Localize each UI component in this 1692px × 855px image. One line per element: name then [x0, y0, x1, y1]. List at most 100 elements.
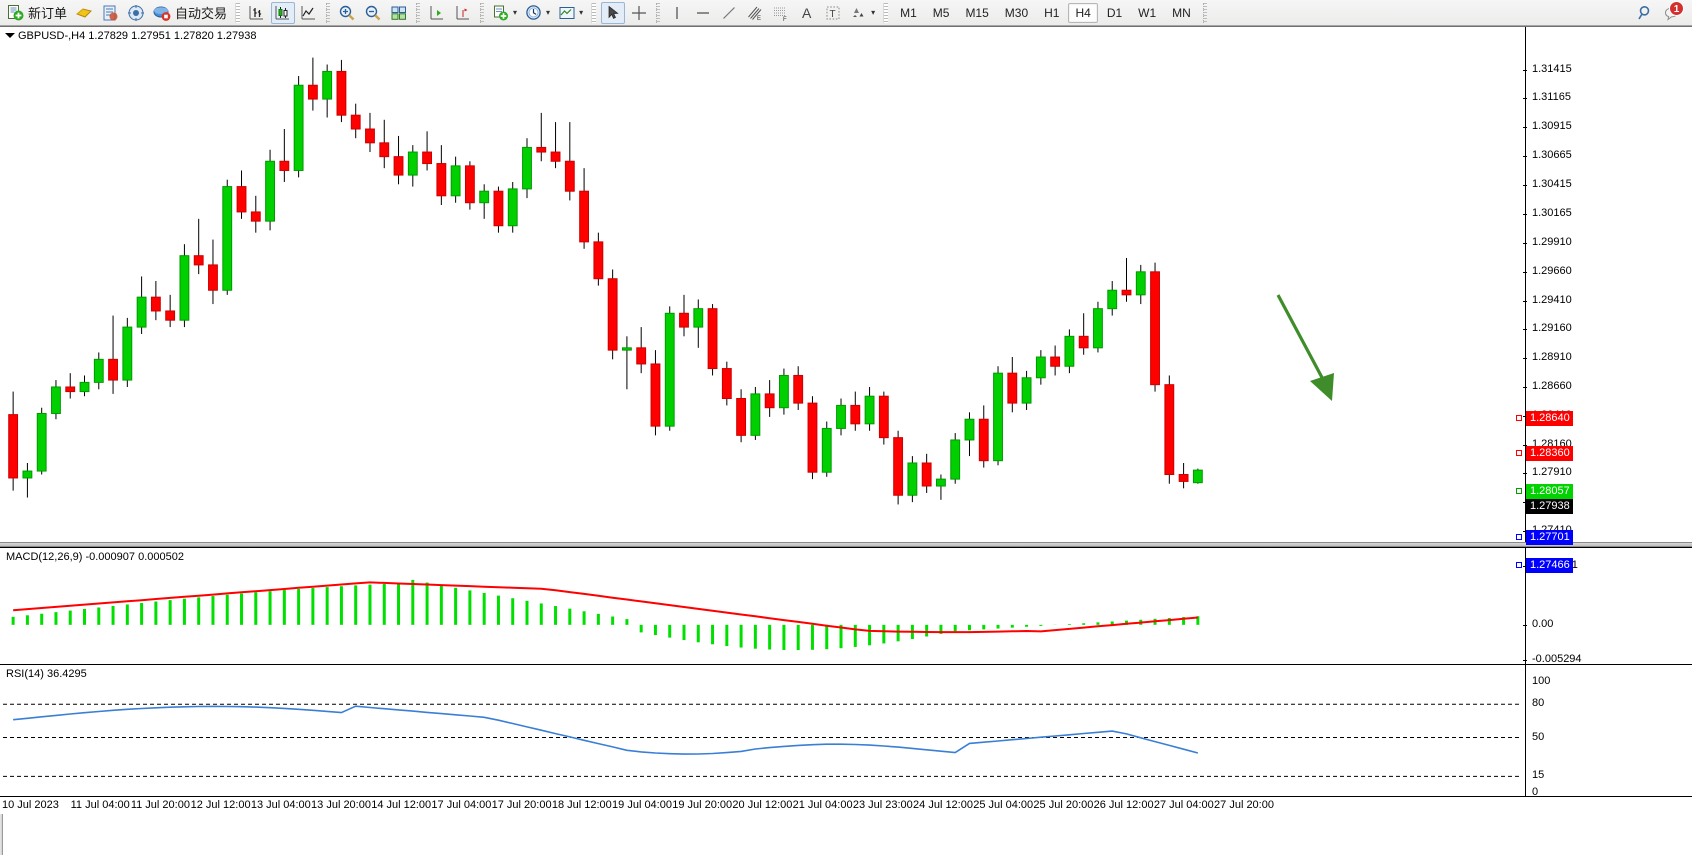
text-button[interactable]: A — [795, 2, 819, 24]
alerts-button[interactable]: 1 — [1660, 0, 1684, 24]
toolbar-grip-1[interactable] — [235, 2, 241, 23]
price-axis-tick — [1523, 473, 1527, 475]
price-axis-tick — [1523, 98, 1527, 100]
price-axis-tick — [1523, 184, 1527, 186]
trendline-icon — [720, 4, 738, 22]
data-window-icon — [101, 4, 119, 22]
macd-axis-tick — [1523, 660, 1527, 661]
macd-panel[interactable]: MACD(12,26,9) -0.000907 0.000502 0.00886… — [0, 547, 1692, 665]
bar-chart-button[interactable] — [245, 2, 269, 24]
price-line-anchor[interactable] — [1516, 415, 1522, 421]
fibonacci-button[interactable]: F — [769, 2, 793, 24]
new-order-button[interactable]: 新订单 — [3, 2, 70, 24]
candlestick-series — [8, 57, 1203, 505]
price-line-anchor[interactable] — [1516, 488, 1522, 494]
hline-icon — [694, 4, 712, 22]
price-axis-tick-label: 1.28910 — [1532, 351, 1572, 364]
chart-shift-button[interactable] — [425, 2, 449, 24]
periods-button[interactable]: ▾ — [522, 2, 553, 24]
timeframe-mn[interactable]: MN — [1172, 5, 1191, 20]
price-tag-1-28057: 1.28057 — [1526, 484, 1573, 499]
equidistant-channel-button[interactable]: E — [743, 2, 767, 24]
line-chart-button[interactable] — [297, 2, 321, 24]
chart-symbol-title: GBPUSD-,H4 1.27829 1.27951 1.27820 1.279… — [18, 30, 257, 42]
text-label-button[interactable]: T — [821, 2, 845, 24]
chart-workspace[interactable]: GBPUSD-,H4 1.27829 1.27951 1.27820 1.279… — [0, 26, 1692, 855]
timeframe-m1[interactable]: M1 — [900, 5, 917, 20]
macd-axis-tick — [1523, 566, 1527, 567]
time-axis[interactable]: 10 Jul 2023 11 Jul 04:00 11 Jul 20:00 12 Ju… — [0, 796, 1692, 814]
search-button[interactable] — [1634, 2, 1658, 24]
periods-icon — [525, 4, 543, 22]
vline-icon — [668, 4, 686, 22]
shapes-caret-icon[interactable]: ▾ — [871, 8, 876, 17]
periods-caret-icon[interactable]: ▾ — [546, 8, 551, 17]
price-axis-tick — [1523, 300, 1527, 302]
toolbar-grip-2[interactable] — [591, 2, 597, 23]
navigator-button[interactable] — [124, 2, 148, 24]
crosshair-button[interactable] — [627, 2, 651, 24]
price-panel[interactable]: GBPUSD-,H4 1.27829 1.27951 1.27820 1.279… — [0, 27, 1692, 545]
vline-button[interactable] — [665, 2, 689, 24]
hline-button[interactable] — [691, 2, 715, 24]
trendline-button[interactable] — [717, 2, 741, 24]
indicators-caret-icon[interactable]: ▾ — [513, 8, 518, 17]
bar-chart-icon — [248, 4, 266, 22]
timeframe-h4[interactable]: H4 — [1068, 2, 1098, 23]
price-axis[interactable]: 1.31415 1.31165 1.30915 1.30665 1.30415 1.301… — [1523, 27, 1692, 545]
timeframe-h1[interactable]: H1 — [1044, 5, 1060, 20]
shapes-button[interactable]: ▾ — [847, 2, 878, 24]
time-axis-label: 19 Jul 20:00 — [672, 799, 733, 811]
time-axis-label: 18 Jul 12:00 — [551, 799, 612, 811]
time-axis-label: 13 Jul 04:00 — [250, 799, 311, 811]
indicators-button[interactable]: ▾ — [489, 2, 520, 24]
timeframe-d1[interactable]: D1 — [1106, 5, 1123, 20]
time-axis-label: 24 Jul 12:00 — [913, 799, 973, 811]
data-window-button[interactable] — [98, 2, 122, 24]
search-icon — [1637, 4, 1655, 22]
price-axis-tick — [1523, 243, 1527, 245]
cursor-button[interactable] — [601, 1, 626, 24]
price-line-anchor[interactable] — [1516, 534, 1522, 540]
tile-windows-button[interactable] — [387, 2, 411, 24]
templates-button[interactable]: ▾ — [555, 2, 586, 24]
price-axis-tick — [1523, 69, 1527, 71]
timeframe-w1[interactable]: W1 — [1138, 5, 1157, 20]
price-axis-tick — [1523, 358, 1527, 360]
price-axis-tick — [1523, 386, 1527, 388]
candlestick-chart-button[interactable] — [271, 1, 296, 24]
price-tag-1-27466: 1.27466 — [1526, 558, 1573, 573]
zoom-in-button[interactable] — [335, 2, 359, 24]
price-axis-tick-label: 1.27410 — [1532, 524, 1572, 536]
zoom-out-button[interactable] — [361, 2, 385, 24]
auto-scroll-button[interactable] — [451, 2, 475, 24]
macd-axis-tick-label: 0.00 — [1532, 617, 1554, 630]
toolbar-grip-3[interactable] — [883, 2, 889, 23]
text-label-icon: T — [824, 4, 842, 22]
macd-axis-tick-label: -0.005294 — [1532, 653, 1582, 665]
toolbar-separator-5 — [1202, 2, 1207, 23]
auto-trading-button[interactable]: 自动交易 — [150, 2, 230, 24]
rsi-panel[interactable]: RSI(14) 36.4295 100 80 50 15 0 — [0, 664, 1692, 798]
time-axis-label: 23 Jul 23:00 — [852, 799, 913, 811]
timeframe-m5[interactable]: M5 — [932, 5, 950, 20]
crosshair-icon — [630, 4, 648, 22]
price-axis-tick — [1523, 444, 1527, 446]
timeframe-m15[interactable]: M15 — [965, 5, 989, 20]
down-arrow-annotation[interactable] — [1270, 289, 1350, 424]
tile-windows-icon — [390, 4, 408, 22]
price-line-anchor[interactable] — [1516, 562, 1522, 568]
expert-advisors-button[interactable] — [72, 2, 96, 24]
svg-text:A: A — [802, 5, 812, 21]
auto-trading-icon — [153, 4, 171, 22]
chart-horizontal-scrollbar[interactable] — [0, 542, 1692, 547]
timeframe-m30[interactable]: M30 — [1004, 5, 1029, 20]
price-tag-1-27938: 1.27938 — [1526, 499, 1573, 514]
zoom-out-icon — [364, 4, 382, 22]
price-axis-tick-label: 1.30915 — [1532, 120, 1572, 133]
auto-trading-label: 自动交易 — [175, 6, 228, 21]
templates-caret-icon[interactable]: ▾ — [579, 8, 584, 17]
cursor-icon — [604, 4, 622, 22]
symbol-dropdown-icon[interactable] — [5, 33, 15, 38]
price-line-anchor[interactable] — [1516, 450, 1522, 456]
